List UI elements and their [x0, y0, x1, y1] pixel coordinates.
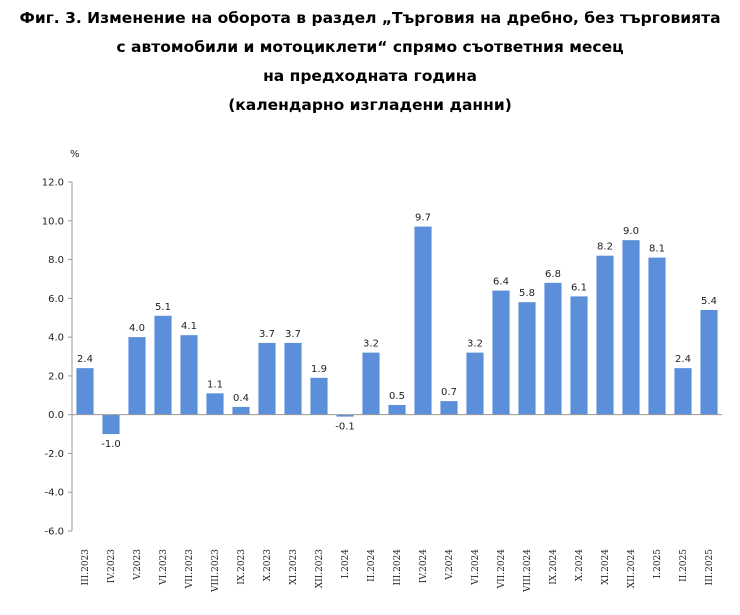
title-line-4: (календарно изгладени данни) [228, 96, 512, 114]
bar [466, 352, 484, 415]
bar [232, 406, 250, 415]
x-category-label: IV.2023 [107, 549, 117, 584]
bar [258, 342, 276, 415]
data-label: 6.1 [571, 282, 587, 293]
bar [518, 302, 536, 415]
bar [388, 404, 406, 415]
data-label: 3.7 [285, 329, 301, 340]
x-category-label: IX.2023 [237, 549, 247, 585]
x-category-label: VII.2024 [497, 549, 507, 590]
y-axis-unit-label: % [70, 149, 80, 160]
x-category-label: IV.2024 [419, 549, 429, 584]
bars-group [76, 226, 718, 435]
y-tick-label: 10.0 [42, 216, 64, 227]
x-category-label: VI.2024 [471, 549, 481, 586]
data-label: 3.2 [467, 339, 483, 350]
data-label: 0.4 [233, 393, 249, 404]
bar [284, 342, 302, 415]
data-label: 8.1 [649, 244, 665, 255]
y-tick-label: 4.0 [48, 333, 64, 344]
data-label: 5.8 [519, 288, 535, 299]
bar [648, 257, 666, 415]
x-category-label: IX.2024 [549, 549, 559, 585]
x-category-label: VIII.2024 [523, 549, 533, 593]
data-label: 9.0 [623, 226, 639, 237]
y-tick-label: -6.0 [44, 527, 64, 538]
bar [336, 414, 354, 417]
data-label: 6.8 [545, 269, 561, 280]
data-label: 4.1 [181, 321, 197, 332]
y-tick-label: -2.0 [44, 449, 64, 460]
chart-title: Фиг. 3. Изменение на оборота в раздел „Т… [0, 4, 740, 120]
x-category-label: XI.2023 [289, 549, 299, 585]
y-tick-label: 6.0 [48, 294, 64, 305]
x-category-label: II.2024 [367, 549, 377, 582]
data-label: 5.4 [701, 296, 717, 307]
data-label: 3.7 [259, 329, 275, 340]
y-tick-label: 8.0 [48, 255, 64, 266]
data-label: 6.4 [493, 277, 509, 288]
data-label: -1.0 [101, 439, 121, 450]
data-label: 2.4 [77, 354, 93, 365]
title-line-2: с автомобили и мотоциклети“ спрямо съотв… [116, 38, 624, 56]
x-category-label: V.2024 [445, 549, 455, 581]
data-labels-group: 2.4 -1.0 4.0 5.1 4.1 1.1 0.4 3.7 3.7 1.9 -0.1 3.2 0.… [77, 213, 717, 450]
data-label: 5.1 [155, 302, 171, 313]
x-category-label: X.2023 [263, 549, 273, 581]
x-category-label: X.2024 [575, 549, 585, 581]
x-category-label: V.2023 [133, 549, 143, 581]
bar [128, 337, 146, 415]
title-line-1: Фиг. 3. Изменение на оборота в раздел „Т… [19, 9, 721, 27]
data-label: 3.2 [363, 339, 379, 350]
title-line-3: на предходната година [263, 67, 477, 85]
x-category-label: II.2025 [679, 549, 689, 582]
x-category-label: III.2025 [705, 549, 715, 586]
x-category-label: VI.2023 [159, 549, 169, 586]
x-category-label: VII.2023 [185, 549, 195, 590]
x-category-label: I.2025 [653, 549, 663, 579]
bar [180, 335, 198, 415]
bar [440, 401, 458, 415]
data-label: 9.7 [415, 213, 431, 224]
bar [102, 414, 120, 435]
y-axis: 12.0 10.0 8.0 6.0 4.0 2.0 0.0 -2.0 -4.0 -6.0 [42, 178, 73, 538]
data-label: 8.2 [597, 242, 613, 253]
bar [362, 352, 380, 415]
y-tick-label: 0.0 [48, 410, 64, 421]
data-label: 4.0 [129, 323, 145, 334]
data-label: -0.1 [335, 422, 355, 433]
x-category-label: III.2024 [393, 549, 403, 586]
bar [206, 393, 224, 415]
bar [310, 377, 328, 415]
data-label: 0.5 [389, 391, 405, 402]
bar [570, 296, 588, 415]
data-label: 1.1 [207, 379, 223, 390]
x-category-label: III.2023 [81, 549, 91, 586]
bar [544, 282, 562, 415]
x-category-label: VIII.2023 [211, 549, 221, 593]
x-category-label: I.2024 [341, 549, 351, 579]
x-category-label: XII.2023 [315, 549, 325, 589]
bar [674, 368, 692, 415]
data-label: 1.9 [311, 364, 327, 375]
bar [154, 315, 172, 415]
x-category-label: XI.2024 [601, 549, 611, 585]
y-tick-label: 12.0 [42, 178, 64, 189]
data-label: 0.7 [441, 387, 457, 398]
bar [596, 255, 614, 415]
bar [700, 309, 718, 415]
bar [622, 240, 640, 415]
bar [76, 368, 94, 415]
x-category-label: XII.2024 [627, 549, 637, 589]
y-tick-label: -4.0 [44, 488, 64, 499]
x-axis: III.2023 IV.2023 V.2023 VI.2023 VII.2023 VIII… [72, 414, 722, 593]
data-label: 2.4 [675, 354, 691, 365]
bar [492, 290, 510, 415]
y-tick-label: 2.0 [48, 371, 64, 382]
bar [414, 226, 432, 415]
